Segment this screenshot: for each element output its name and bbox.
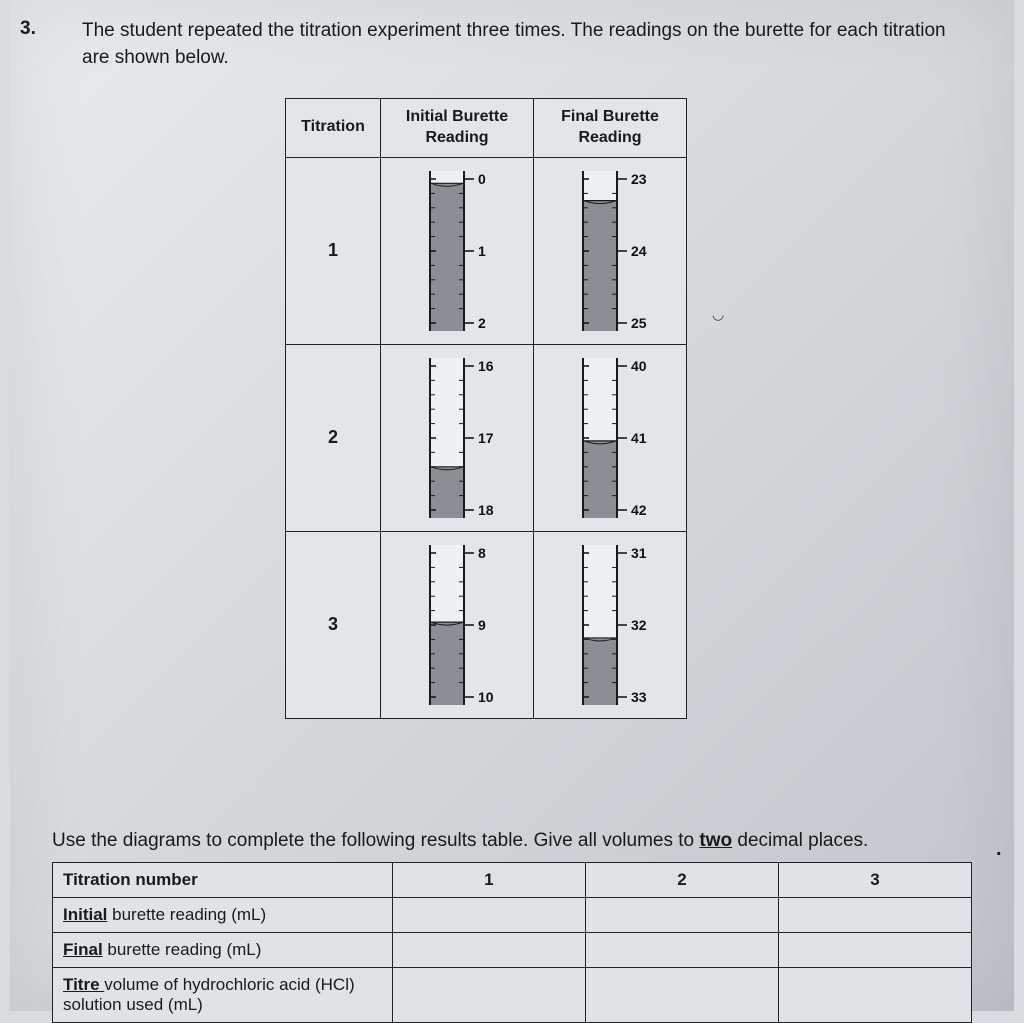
results-row-label: Final burette reading (mL): [53, 933, 393, 968]
results-cell[interactable]: [778, 898, 971, 933]
burette-header-final: Final Burette Reading: [534, 99, 687, 158]
instruction-underlined: two: [699, 830, 732, 851]
svg-text:25: 25: [631, 315, 647, 331]
stray-dot: .: [996, 838, 1002, 861]
results-col-header: 3: [778, 863, 971, 898]
instruction-suffix: decimal places.: [732, 830, 868, 851]
instruction-text: Use the diagrams to complete the followi…: [52, 830, 868, 852]
results-cell[interactable]: [392, 898, 585, 933]
burette-initial-cell: 16 17 18: [381, 344, 534, 531]
burette-final-cell: 40 41 42: [534, 344, 687, 531]
question-text: The student repeated the titration exper…: [82, 18, 962, 71]
burette-final-cell: 23 24 25: [534, 157, 687, 344]
burette-diagram-table: Titration Initial Burette Reading Final …: [285, 98, 687, 719]
results-cell[interactable]: [778, 968, 971, 1023]
burette-icon: 8 9 10: [402, 535, 512, 715]
titration-number-cell: 3: [286, 531, 381, 718]
burette-icon: 40 41 42: [555, 348, 665, 528]
svg-text:18: 18: [478, 502, 494, 518]
svg-text:41: 41: [631, 430, 647, 446]
burette-icon: 16 17 18: [402, 348, 512, 528]
svg-text:32: 32: [631, 617, 647, 633]
results-col-header: 2: [585, 863, 778, 898]
results-cell[interactable]: [778, 933, 971, 968]
svg-text:24: 24: [631, 243, 647, 259]
svg-text:2: 2: [478, 315, 486, 331]
svg-text:17: 17: [478, 430, 494, 446]
burette-initial-cell: 0 1 2: [381, 157, 534, 344]
results-row-label: Titration number: [53, 863, 393, 898]
question-number: 3.: [20, 18, 36, 40]
results-row-label: Titre volume of hydrochloric acid (HCl) …: [53, 968, 393, 1023]
results-cell[interactable]: [585, 968, 778, 1023]
results-row-label: Initial burette reading (mL): [53, 898, 393, 933]
svg-text:16: 16: [478, 358, 494, 374]
svg-text:42: 42: [631, 502, 647, 518]
svg-text:33: 33: [631, 689, 647, 705]
svg-text:9: 9: [478, 617, 486, 633]
results-cell[interactable]: [585, 933, 778, 968]
svg-text:0: 0: [478, 171, 486, 187]
svg-text:23: 23: [631, 171, 647, 187]
burette-icon: 31 32 33: [555, 535, 665, 715]
titration-number-cell: 2: [286, 344, 381, 531]
burette-initial-cell: 8 9 10: [381, 531, 534, 718]
svg-text:31: 31: [631, 545, 647, 561]
burette-header-initial: Initial Burette Reading: [381, 99, 534, 158]
burette-icon: 0 1 2: [402, 161, 512, 341]
stray-mark: ⁠◡: [712, 306, 724, 323]
burette-header-titration: Titration: [286, 99, 381, 158]
results-table: Titration number 1 2 3 Initial burette r…: [52, 862, 972, 1023]
svg-text:1: 1: [478, 243, 486, 259]
instruction-prefix: Use the diagrams to complete the followi…: [52, 830, 699, 851]
titration-number-cell: 1: [286, 157, 381, 344]
svg-text:8: 8: [478, 545, 486, 561]
results-cell[interactable]: [392, 933, 585, 968]
results-cell[interactable]: [585, 898, 778, 933]
results-cell[interactable]: [392, 968, 585, 1023]
svg-text:40: 40: [631, 358, 647, 374]
burette-icon: 23 24 25: [555, 161, 665, 341]
burette-final-cell: 31 32 33: [534, 531, 687, 718]
results-col-header: 1: [392, 863, 585, 898]
svg-text:10: 10: [478, 689, 494, 705]
